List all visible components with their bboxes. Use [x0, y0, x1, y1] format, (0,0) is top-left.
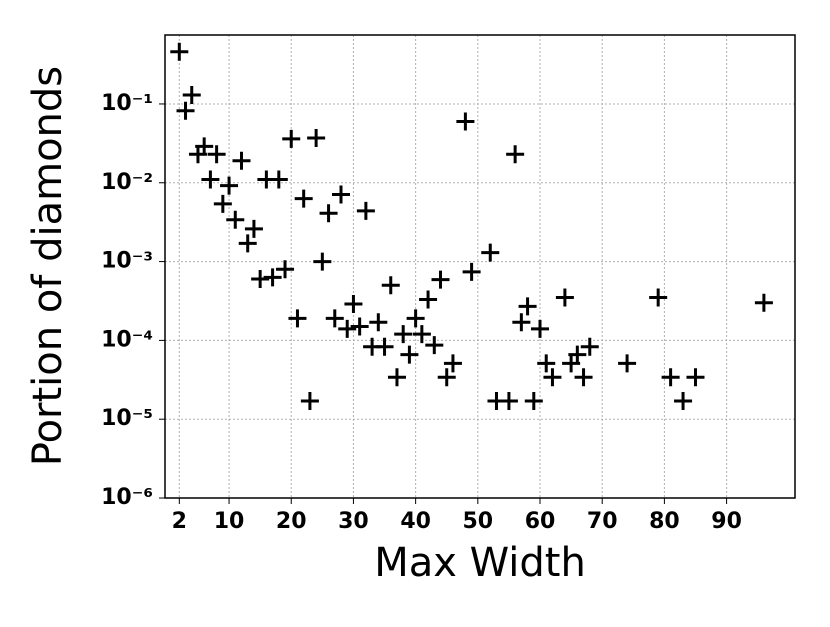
x-tick-label: 10: [214, 509, 245, 534]
point: [350, 317, 369, 336]
point: [220, 176, 239, 195]
point: [263, 268, 282, 287]
point: [443, 354, 462, 373]
point: [524, 392, 543, 411]
point: [251, 270, 270, 289]
plot-frame: [164, 34, 796, 499]
point: [276, 260, 295, 279]
point: [456, 112, 475, 131]
x-tick-label: 90: [711, 509, 742, 534]
x-tick-label: 70: [587, 509, 618, 534]
point: [537, 354, 556, 373]
point: [300, 392, 319, 411]
point: [369, 313, 388, 332]
point: [649, 288, 668, 307]
point: [325, 309, 344, 328]
point: [269, 170, 288, 189]
point: [543, 368, 562, 387]
point: [288, 309, 307, 328]
x-tick-label: 60: [525, 509, 556, 534]
point: [754, 293, 773, 312]
y-tick-label: 10⁻³: [101, 249, 153, 274]
point: [381, 276, 400, 295]
y-tick-label: 10⁻⁴: [101, 327, 153, 352]
point: [332, 185, 351, 204]
point: [462, 262, 481, 281]
x-tick-label: 80: [649, 509, 680, 534]
point: [313, 252, 332, 271]
y-tick-label: 10⁻²: [101, 170, 153, 195]
point: [425, 336, 444, 355]
point: [232, 151, 251, 170]
y-tick-label: 10⁻⁵: [101, 406, 153, 431]
point: [244, 219, 263, 238]
point: [499, 392, 518, 411]
x-axis-label: Max Width: [374, 540, 586, 586]
point: [394, 325, 413, 344]
point: [518, 297, 537, 316]
point: [574, 368, 593, 387]
point: [201, 170, 220, 189]
point: [338, 319, 357, 338]
point: [580, 337, 599, 356]
point: [238, 234, 257, 253]
point: [319, 204, 338, 223]
point: [282, 129, 301, 148]
point: [661, 368, 680, 387]
point: [182, 85, 201, 104]
point: [400, 345, 419, 364]
point: [531, 319, 550, 338]
point: [431, 270, 450, 289]
y-axis-label: Portion of diamonds: [25, 66, 71, 466]
point: [387, 368, 406, 387]
point: [375, 337, 394, 356]
point: [618, 354, 637, 373]
point: [213, 194, 232, 213]
point: [226, 210, 245, 229]
point: [294, 189, 313, 208]
x-tick-label: 20: [276, 509, 307, 534]
point: [307, 128, 326, 147]
point: [412, 325, 431, 344]
point: [406, 309, 425, 328]
point: [437, 368, 456, 387]
point: [207, 145, 226, 164]
point: [555, 288, 574, 307]
point: [686, 368, 705, 387]
point: [176, 101, 195, 120]
y-tick-label: 10⁻¹: [101, 91, 153, 116]
point: [356, 201, 375, 220]
point: [170, 42, 189, 61]
point: [344, 294, 363, 313]
point: [481, 243, 500, 262]
point: [674, 392, 693, 411]
x-tick-label: 50: [463, 509, 494, 534]
x-tick-label: 30: [338, 509, 369, 534]
point: [506, 145, 525, 164]
x-tick-label: 40: [400, 509, 431, 534]
point: [195, 137, 214, 156]
point: [512, 313, 531, 332]
x-tick-label: 2: [172, 509, 187, 534]
point: [568, 345, 587, 364]
y-tick-label: 10⁻⁶: [101, 485, 153, 510]
point: [419, 290, 438, 309]
